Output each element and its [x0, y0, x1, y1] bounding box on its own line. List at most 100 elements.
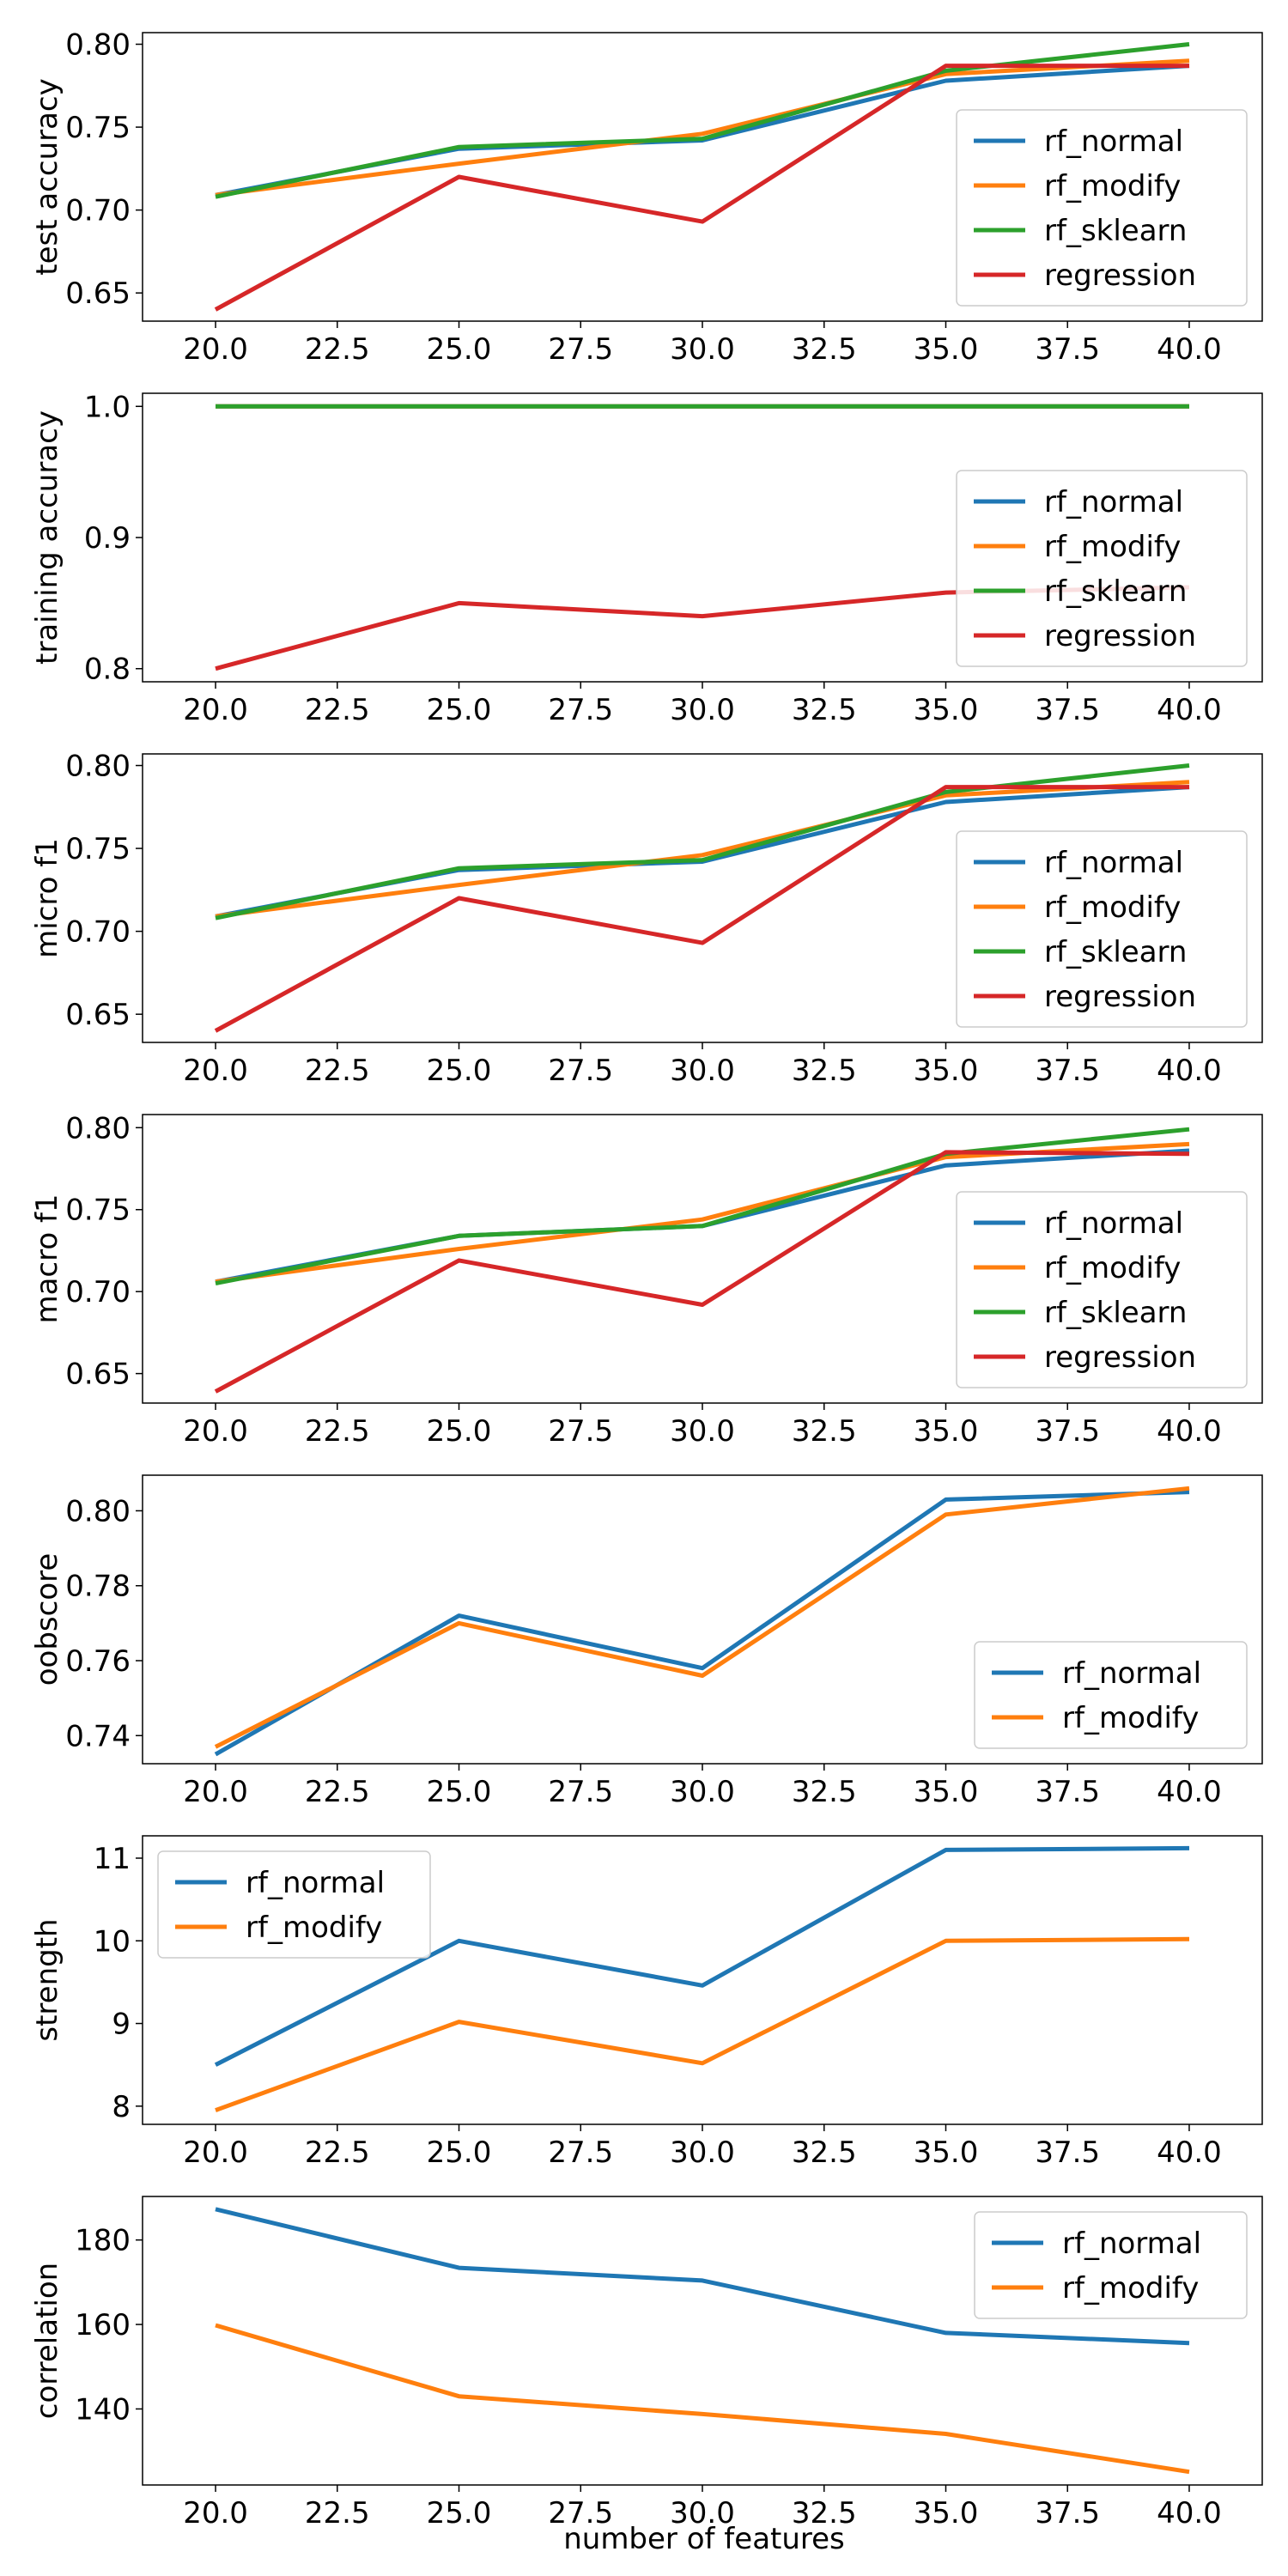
legend-label: rf_modify — [1044, 530, 1181, 564]
subplot-oobscore: 20.0 22.5 25.0 27.5 30.0 32.5 35.0 37.5 40.0 0.74… — [30, 1474, 1263, 1809]
x-tick-label: 32.5 — [792, 1054, 857, 1088]
legend: rf_normal rf_modify rf_sklearn regression — [956, 830, 1248, 1028]
legend-label: rf_normal — [1044, 846, 1183, 880]
legend-label: rf_modify — [1062, 1701, 1199, 1735]
x-tick-label: 37.5 — [1035, 1775, 1100, 1809]
series-line-rf-sklearn — [215, 42, 1190, 199]
y-axis-title: micro f1 — [30, 838, 64, 958]
legend-label: regression — [1044, 1340, 1196, 1375]
x-tick-label: 30.0 — [670, 2496, 735, 2530]
legend-box — [974, 1641, 1248, 1749]
x-tick-label: 22.5 — [305, 2496, 370, 2530]
series-line-regression — [214, 64, 1189, 312]
x-tick-label: 22.5 — [305, 1414, 370, 1449]
y-tick-label: 0.65 — [65, 276, 131, 311]
subplot-training-accuracy: 20.0 22.5 25.0 27.5 30.0 32.5 35.0 37.5 40.0 0.8 0… — [30, 390, 1263, 727]
legend-box — [956, 470, 1248, 667]
y-tick-label: 0.70 — [65, 1275, 131, 1309]
series-line-rf-normal — [214, 1490, 1190, 1757]
legend-label: rf_normal — [1044, 485, 1183, 519]
x-tick-label: 30.0 — [670, 1414, 735, 1449]
y-tick-label: 180 — [75, 2224, 131, 2258]
legend-label: rf_modify — [1044, 1251, 1181, 1285]
x-tick-label: 40.0 — [1157, 1414, 1222, 1449]
y-tick-label: 0.74 — [65, 1719, 131, 1753]
x-tick-label: 37.5 — [1035, 332, 1100, 367]
y-tick-label: 0.80 — [65, 28, 131, 63]
x-tick-label: 22.5 — [305, 1775, 370, 1809]
x-tick-label: 25.0 — [427, 2136, 492, 2170]
legend-box — [956, 830, 1248, 1028]
y-axis-title: training accuracy — [30, 410, 64, 665]
y-axis-title: macro f1 — [30, 1194, 64, 1323]
x-tick-label: 35.0 — [914, 693, 979, 727]
x-tick-label: 27.5 — [548, 693, 613, 727]
x-tick-label: 25.0 — [427, 332, 492, 367]
y-axis-title: test accuracy — [30, 78, 64, 276]
legend-label: regression — [1044, 619, 1196, 653]
y-tick-label: 160 — [75, 2308, 131, 2342]
x-tick-label: 25.0 — [427, 1054, 492, 1088]
y-tick-label: 0.65 — [65, 998, 131, 1032]
y-tick-label: 0.70 — [65, 915, 131, 950]
x-axis-title: number of features — [563, 2522, 845, 2556]
x-tick-label: 25.0 — [427, 1775, 492, 1809]
legend: rf_normal rf_modify rf_sklearn regression — [956, 470, 1248, 667]
x-tick-label: 20.0 — [183, 1414, 248, 1449]
series-line-rf-normal — [214, 1845, 1190, 2067]
x-tick-label: 30.0 — [670, 1775, 735, 1809]
x-tick-label: 32.5 — [792, 1775, 857, 1809]
x-tick-label: 22.5 — [305, 693, 370, 727]
legend: rf_normal rf_modify — [157, 1850, 431, 1959]
y-tick-label: 0.80 — [65, 750, 131, 784]
legend-box — [956, 109, 1248, 307]
y-tick-label: 140 — [75, 2392, 131, 2427]
subplot-test-accuracy: 20.0 22.5 25.0 27.5 30.0 32.5 35.0 37.5 40.0 0.65… — [30, 28, 1263, 367]
series-line-rf-modify — [214, 1485, 1190, 1749]
legend: rf_normal rf_modify rf_sklearn regression — [956, 1191, 1248, 1388]
x-tick-label: 40.0 — [1157, 2496, 1222, 2530]
x-tick-label: 37.5 — [1035, 1414, 1100, 1449]
y-tick-label: 0.75 — [65, 1194, 131, 1228]
legend-label: rf_normal — [1044, 125, 1183, 159]
subplot-macro-f1: 20.0 22.5 25.0 27.5 30.0 32.5 35.0 37.5 40.0 0.65… — [30, 1111, 1263, 1449]
legend: rf_normal rf_modify — [974, 2211, 1248, 2319]
x-tick-label: 32.5 — [792, 1414, 857, 1449]
x-tick-label: 40.0 — [1157, 1775, 1222, 1809]
legend-label: rf_normal — [1044, 1206, 1183, 1241]
legend-label: rf_normal — [1062, 2227, 1201, 2261]
y-tick-label: 0.65 — [65, 1358, 131, 1392]
x-tick-label: 32.5 — [792, 332, 857, 367]
x-tick-label: 32.5 — [792, 2136, 857, 2170]
x-tick-label: 20.0 — [183, 2496, 248, 2530]
legend-label: rf_modify — [1062, 2271, 1199, 2306]
legend-label: rf_modify — [1044, 890, 1181, 925]
x-tick-label: 25.0 — [427, 1414, 492, 1449]
legend-label: rf_sklearn — [1044, 935, 1187, 969]
x-tick-label: 40.0 — [1157, 1054, 1222, 1088]
x-tick-label: 27.5 — [548, 1054, 613, 1088]
legend-box — [974, 2211, 1248, 2319]
x-tick-label: 27.5 — [548, 2136, 613, 2170]
y-axis-title: oobscore — [30, 1553, 64, 1686]
y-axis-title: strength — [30, 1918, 64, 2041]
y-tick-label: 0.70 — [65, 194, 131, 228]
series-line-rf-sklearn — [215, 763, 1190, 920]
x-tick-label: 20.0 — [183, 332, 248, 367]
x-tick-label: 27.5 — [548, 332, 613, 367]
y-tick-label: 0.9 — [84, 521, 131, 556]
x-tick-label: 20.0 — [183, 1054, 248, 1088]
series-line-rf-modify — [215, 2323, 1190, 2475]
subplot-correlation: 20.0 22.5 25.0 27.5 30.0 32.5 35.0 37.5 40.0 140 1… — [30, 2196, 1263, 2530]
y-tick-label: 0.80 — [65, 1111, 131, 1145]
x-tick-label: 30.0 — [670, 693, 735, 727]
legend: rf_normal rf_modify — [974, 1641, 1248, 1749]
y-tick-label: 0.75 — [65, 111, 131, 145]
legend-box — [157, 1850, 431, 1959]
x-tick-label: 22.5 — [305, 1054, 370, 1088]
x-tick-label: 25.0 — [427, 693, 492, 727]
x-tick-label: 32.5 — [792, 693, 857, 727]
x-tick-label: 35.0 — [914, 2136, 979, 2170]
x-tick-label: 20.0 — [183, 1775, 248, 1809]
